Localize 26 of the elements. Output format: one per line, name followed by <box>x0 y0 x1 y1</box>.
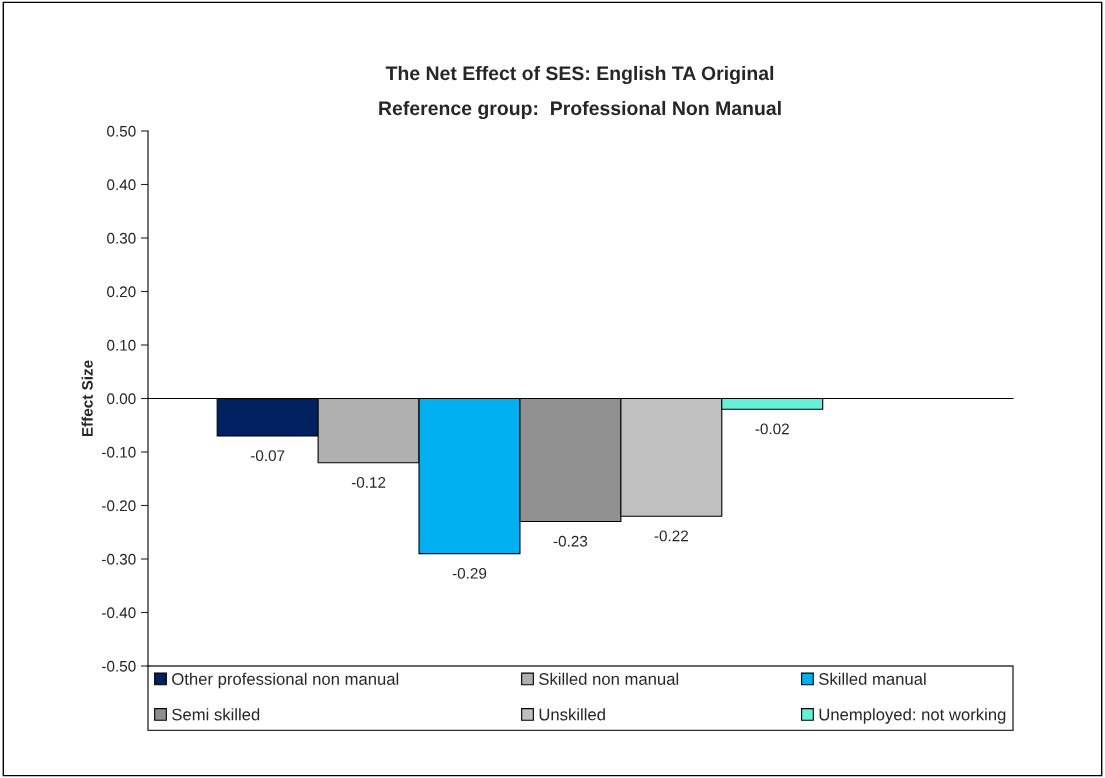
legend-label: Unskilled <box>539 708 605 721</box>
chart-subtitle: Reference group: Professional Non Manual <box>379 100 781 120</box>
legend-label: Skilled manual <box>819 672 926 685</box>
legend-label: Other professional non manual <box>172 672 399 689</box>
y-tick-label: -0.40 <box>102 607 136 619</box>
y-tick-label: 0.10 <box>107 339 136 351</box>
y-tick-label: -0.50 <box>102 660 136 672</box>
data-label: -0.23 <box>553 535 588 547</box>
data-label: -0.22 <box>654 530 688 542</box>
y-tick-label: 0.20 <box>107 286 136 298</box>
data-label: -0.02 <box>755 423 789 435</box>
legend-label: Skilled non manual <box>539 672 679 685</box>
legend-label: Semi skilled <box>172 708 260 721</box>
y-tick-label: 0.30 <box>107 232 136 244</box>
y-tick-label: -0.10 <box>102 446 136 458</box>
y-axis-title: Effect Size <box>81 360 93 437</box>
data-label: -0.12 <box>351 476 386 488</box>
data-label: -0.29 <box>452 567 487 579</box>
data-label: -0.07 <box>250 450 285 462</box>
legend-label: Unemployed: not working <box>819 708 1006 724</box>
y-tick-label: 0.00 <box>107 393 136 405</box>
y-tick-label: 0.50 <box>107 125 136 137</box>
chart-title: The Net Effect of SES: English TA Original <box>385 65 774 85</box>
y-tick-label: -0.30 <box>102 553 136 565</box>
y-tick-label: 0.40 <box>107 179 136 191</box>
y-tick-label: -0.20 <box>102 500 136 512</box>
